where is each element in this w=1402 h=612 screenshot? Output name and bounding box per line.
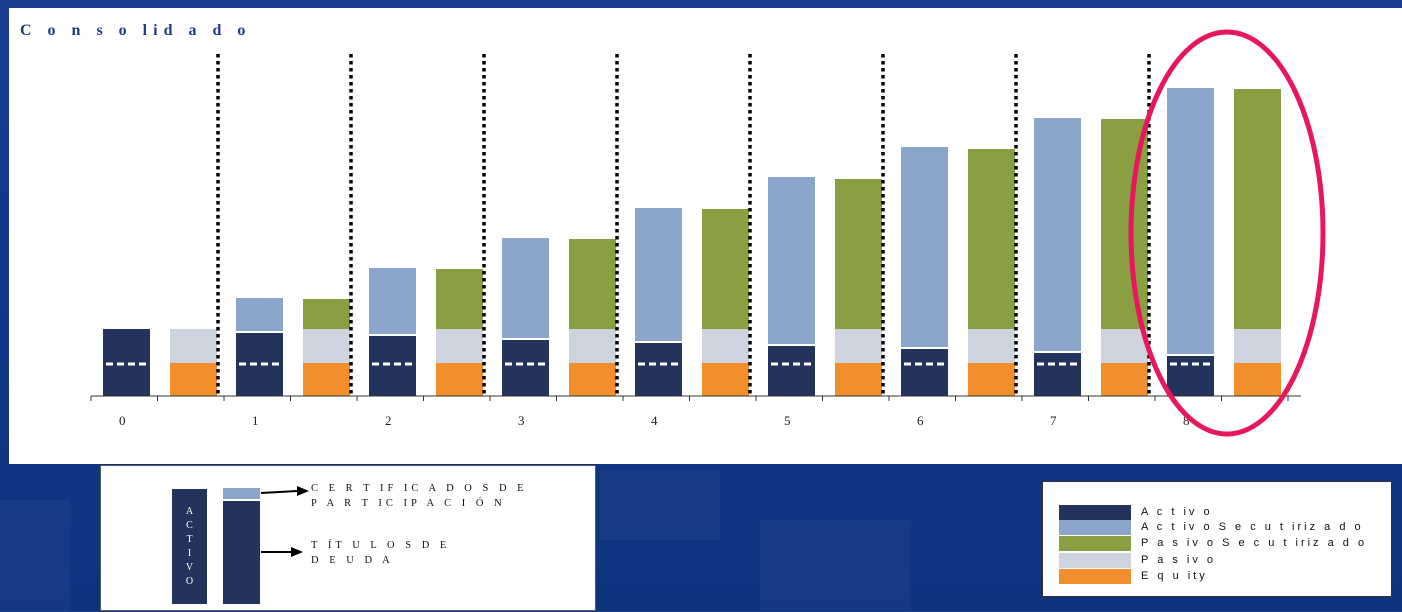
bar-pasivo bbox=[436, 329, 483, 363]
activo-letter: A bbox=[185, 505, 194, 517]
legend-label: P a s iv o S e c u t iriz a d o bbox=[1141, 537, 1368, 549]
bar-activo bbox=[502, 340, 549, 396]
legend-swatch bbox=[1059, 504, 1131, 520]
legend-item-equity: E q u ity bbox=[1059, 568, 1208, 584]
bar-pasivo bbox=[303, 329, 350, 363]
bar-activo bbox=[1167, 356, 1214, 396]
bar-equity bbox=[569, 363, 616, 396]
legend-item-pasivo-secutirizado: P a s iv o S e c u t iriz a d o bbox=[1059, 535, 1367, 551]
bar-pasivo-secutirizado bbox=[436, 269, 483, 329]
chart-panel: 0 1 2 3 4 5 6 7 8 C o n s o lid a d o bbox=[9, 8, 1402, 464]
activo-letter: T bbox=[186, 533, 193, 545]
bar-pasivo bbox=[170, 329, 217, 363]
tick-label: 6 bbox=[917, 413, 924, 428]
bar-activo-secutirizado bbox=[901, 147, 948, 347]
tick-label: 1 bbox=[252, 413, 259, 428]
legend-item-pasivo: P a s iv o bbox=[1059, 552, 1216, 568]
bar-pasivo bbox=[968, 329, 1015, 363]
activo-letter: V bbox=[185, 561, 194, 573]
tick-label: 5 bbox=[784, 413, 791, 428]
activo-letter: I bbox=[187, 547, 192, 559]
titulos-label-line1: T ÍT U L O S D E bbox=[311, 540, 451, 551]
bar-equity bbox=[835, 363, 882, 396]
tick-label: 4 bbox=[651, 413, 658, 428]
note-arrows bbox=[260, 486, 309, 557]
legend-swatch bbox=[1059, 535, 1131, 551]
tick-labels: 0 1 2 3 4 5 6 7 8 bbox=[119, 413, 1190, 428]
arrow-right-icon bbox=[261, 547, 303, 557]
bar-pasivo-secutirizado bbox=[569, 239, 616, 329]
bar-equity bbox=[1101, 363, 1148, 396]
legend-label: A c t iv o bbox=[1141, 506, 1213, 518]
x-axis bbox=[90, 395, 1301, 401]
titulos-segment bbox=[223, 501, 260, 604]
bar-equity bbox=[170, 363, 217, 396]
legend-item-activo: A c t iv o bbox=[1059, 504, 1213, 520]
bar-pasivo-secutirizado bbox=[303, 299, 350, 329]
background-tile bbox=[760, 520, 910, 610]
background-tile bbox=[600, 470, 720, 540]
bar-equity bbox=[1234, 363, 1281, 396]
bar-activo-secutirizado bbox=[236, 298, 283, 331]
bar-activo bbox=[901, 349, 948, 396]
bar-pasivo-secutirizado bbox=[702, 209, 749, 329]
bar-activo-secutirizado bbox=[1167, 88, 1214, 354]
bar-pasivo bbox=[1234, 329, 1281, 363]
bar-pasivo-secutirizado bbox=[968, 149, 1015, 329]
background-tile bbox=[0, 500, 70, 611]
bar-activo-secutirizado bbox=[1034, 118, 1081, 351]
bar-equity bbox=[968, 363, 1015, 396]
bar-pasivo-secutirizado bbox=[835, 179, 882, 329]
bar-equity bbox=[436, 363, 483, 396]
bar-activo-secutirizado bbox=[502, 238, 549, 338]
arrow-right-icon bbox=[260, 486, 309, 496]
bar-activo bbox=[369, 336, 416, 396]
bar-activo bbox=[1034, 353, 1081, 396]
bar-activo bbox=[635, 343, 682, 396]
tick-label: 7 bbox=[1050, 413, 1057, 428]
legend-swatch bbox=[1059, 552, 1131, 568]
bar-pasivo bbox=[702, 329, 749, 363]
activo-letter: C bbox=[186, 519, 193, 531]
legend: A c t iv o A c t iv o S e c u t iriz a d… bbox=[1042, 481, 1392, 597]
legend-label: E q u ity bbox=[1141, 570, 1208, 582]
legend-swatch bbox=[1059, 568, 1131, 584]
legend-label: P a s iv o bbox=[1141, 554, 1217, 566]
legend-swatch bbox=[1059, 519, 1131, 535]
bar-chart: 0 1 2 3 4 5 6 7 8 bbox=[90, 29, 1326, 437]
bar-activo-secutirizado bbox=[768, 177, 815, 344]
bar-equity bbox=[303, 363, 350, 396]
bar-activo bbox=[768, 346, 815, 396]
bar-pasivo-secutirizado bbox=[1234, 89, 1281, 329]
activo-letter: O bbox=[185, 575, 194, 587]
bar-activo-secutirizado bbox=[369, 268, 416, 334]
legend-label: A c t iv o S e c u t iriz a d o bbox=[1141, 521, 1364, 533]
certificados-label-line2: P A R T IC IP A C I Ó N bbox=[311, 498, 506, 509]
certificados-label-line1: C E R T IF IC A D O S D E bbox=[311, 483, 528, 494]
bar-equity bbox=[702, 363, 749, 396]
tick-label: 8 bbox=[1183, 413, 1190, 428]
bar-pasivo bbox=[569, 329, 616, 363]
legend-item-activo-secutirizado: A c t iv o S e c u t iriz a d o bbox=[1059, 519, 1364, 535]
titulos-label-line2: D E U D A bbox=[311, 555, 394, 566]
bars-layer bbox=[103, 88, 1281, 396]
overlay-layer bbox=[216, 29, 1326, 437]
chart-title: C o n s o lid a d o bbox=[20, 22, 252, 39]
highlight-ellipse bbox=[1128, 29, 1326, 437]
bar-pasivo bbox=[1101, 329, 1148, 363]
tick-label: 2 bbox=[385, 413, 392, 428]
certificados-segment bbox=[223, 488, 260, 499]
bar-activo-secutirizado bbox=[635, 208, 682, 341]
bar-pasivo bbox=[835, 329, 882, 363]
tick-label: 0 bbox=[119, 413, 126, 428]
tick-label: 3 bbox=[518, 413, 525, 428]
